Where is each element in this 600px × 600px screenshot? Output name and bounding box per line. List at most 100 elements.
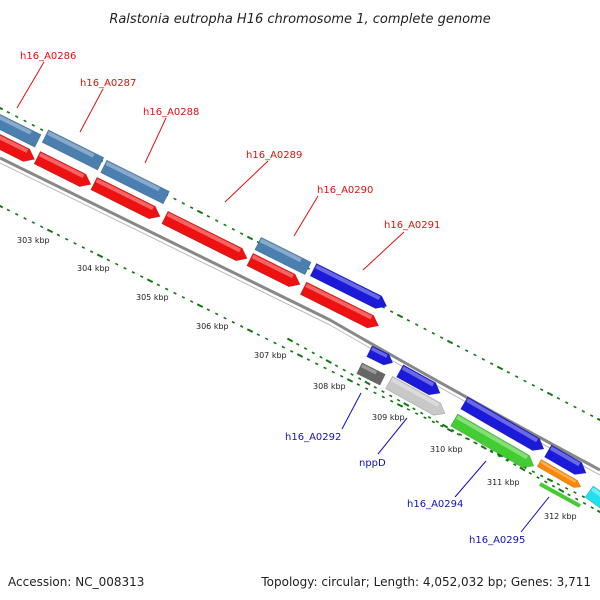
tick-mark	[581, 409, 586, 413]
tick-mark	[489, 450, 494, 454]
gene-feature-h16-a0294-upper-body	[460, 396, 545, 451]
tick-mark	[273, 341, 277, 345]
gene-label-h16-a0292[interactable]: h16_A0292	[285, 432, 341, 443]
tick-mark	[214, 219, 219, 223]
gene-feature-nppd-upper[interactable]	[396, 364, 443, 400]
gene-feature-h16-a0290-cds-highlight	[251, 254, 294, 279]
tick-mark	[414, 323, 419, 327]
gene-feature-h16-a0286-cds-highlight	[0, 133, 29, 153]
gene-label-h16-a0294[interactable]: h16_A0294	[407, 499, 463, 510]
tick-mark	[531, 383, 536, 387]
leader-line	[16, 61, 45, 109]
tick-mark	[6, 110, 11, 114]
leader-line	[224, 160, 269, 203]
tick-mark	[435, 420, 439, 424]
tick-mark	[223, 223, 227, 227]
tick-mark	[39, 225, 44, 229]
tick-mark	[189, 300, 194, 303]
tick-label: 312 kbp	[544, 512, 577, 521]
tick-mark	[456, 344, 461, 348]
gene-label-h16-a0286[interactable]: h16_A0286	[20, 51, 76, 62]
tick-mark	[31, 221, 36, 224]
gene-feature-h16-a0288-cds[interactable]	[90, 176, 163, 223]
gene-feature-h16-a0286-cds[interactable]	[0, 132, 38, 165]
gene-label-h16-a0295[interactable]: h16_A0295	[469, 535, 525, 546]
tick-mark	[403, 402, 410, 407]
gene-feature-h16-a0295[interactable]	[536, 459, 583, 491]
gene-feature-h16-a0291-cds-highlight	[305, 283, 373, 320]
gene-feature-h16-a0286[interactable]	[0, 108, 42, 148]
tick-mark	[286, 337, 294, 343]
gene-feature-h16-a0295-upper-highlight	[549, 446, 581, 467]
tick-label: 307 kbp	[254, 351, 287, 360]
tick-mark	[556, 396, 561, 400]
leader-line	[362, 231, 405, 271]
tick-label: 309 kbp	[372, 413, 405, 422]
tick-mark	[474, 441, 478, 445]
tick-mark	[339, 374, 344, 378]
tick-mark	[314, 362, 319, 366]
tick-mark	[156, 283, 161, 287]
gene-feature-h16-a0287[interactable]	[41, 129, 105, 171]
gene-feature-h16-a0290-body	[254, 236, 312, 276]
gene-feature-h16-a0294[interactable]	[450, 413, 538, 472]
tick-mark	[513, 463, 517, 467]
gene-feature-h16-a0291-cds[interactable]	[299, 281, 381, 332]
tick-mark	[131, 271, 136, 274]
gene-label-nppd[interactable]: nppD	[359, 458, 386, 469]
gene-feature-h16-a0292-body	[356, 362, 386, 386]
tick-mark	[231, 227, 236, 231]
gene-feature-h16-a0295-cds[interactable]	[539, 482, 581, 508]
tick-mark	[506, 370, 511, 374]
gene-feature-h16-a0287-highlight	[47, 131, 95, 158]
tick-mark	[364, 387, 369, 391]
gene-label-h16-a0290[interactable]: h16_A0290	[317, 185, 373, 196]
tick-mark	[590, 506, 594, 510]
tick-mark	[346, 378, 354, 383]
gene-label-h16-a0289[interactable]: h16_A0289	[246, 150, 302, 161]
gene-feature-nppd-upper-highlight	[401, 366, 435, 387]
gene-feature-h16-a0292[interactable]	[356, 362, 386, 386]
gene-feature-next[interactable]	[584, 485, 600, 511]
tick-mark	[412, 407, 416, 411]
tick-mark	[564, 401, 569, 405]
tick-mark	[439, 424, 444, 428]
gene-label-h16-a0288[interactable]: h16_A0288	[143, 107, 199, 118]
gene-label-h16-a0291[interactable]: h16_A0291	[384, 220, 440, 231]
gene-feature-h16-a0291-body	[309, 263, 388, 309]
tick-mark	[519, 466, 526, 472]
tick-mark	[39, 128, 44, 132]
tick-mark	[582, 501, 587, 505]
tick-mark	[581, 495, 586, 499]
tick-mark	[296, 342, 300, 346]
tick-mark	[523, 379, 527, 383]
gene-feature-h16-a0287-cds[interactable]	[33, 150, 94, 190]
tick-mark	[420, 411, 424, 415]
tick-mark	[406, 318, 411, 322]
tick-mark	[164, 287, 169, 291]
gene-feature-h16-a0290[interactable]	[254, 236, 312, 276]
gene-label-h16-a0287[interactable]: h16_A0287	[80, 78, 136, 89]
tick-mark	[381, 390, 385, 394]
tick-mark	[464, 349, 469, 353]
gene-feature-h16-a0292-upper-highlight	[370, 347, 388, 358]
gene-feature-nppd[interactable]	[385, 375, 449, 419]
gene-feature-h16-a0291-cds-body	[299, 281, 380, 329]
gene-feature-h16-a0292-upper[interactable]	[366, 345, 396, 368]
tick-mark	[334, 364, 339, 368]
gene-feature-h16-a0294-upper[interactable]	[460, 396, 548, 455]
gene-feature-h16-a0294-upper-highlight	[466, 398, 539, 443]
gene-feature-h16-a0288[interactable]	[100, 159, 170, 205]
tick-mark	[373, 385, 377, 389]
gene-feature-h16-a0291[interactable]	[309, 263, 390, 312]
tick-mark	[558, 488, 565, 493]
gene-feature-h16-a0286-body	[0, 108, 42, 148]
gene-feature-h16-a0289-cds[interactable]	[161, 210, 251, 265]
tick-mark	[223, 316, 227, 320]
tick-mark	[439, 336, 444, 340]
gene-feature-h16-a0295-upper[interactable]	[544, 444, 589, 479]
tick-mark	[556, 482, 561, 486]
gene-feature-h16-a0290-cds[interactable]	[246, 252, 303, 291]
gene-feature-h16-a0289-cds-body	[161, 210, 248, 262]
tick-mark	[23, 217, 27, 220]
